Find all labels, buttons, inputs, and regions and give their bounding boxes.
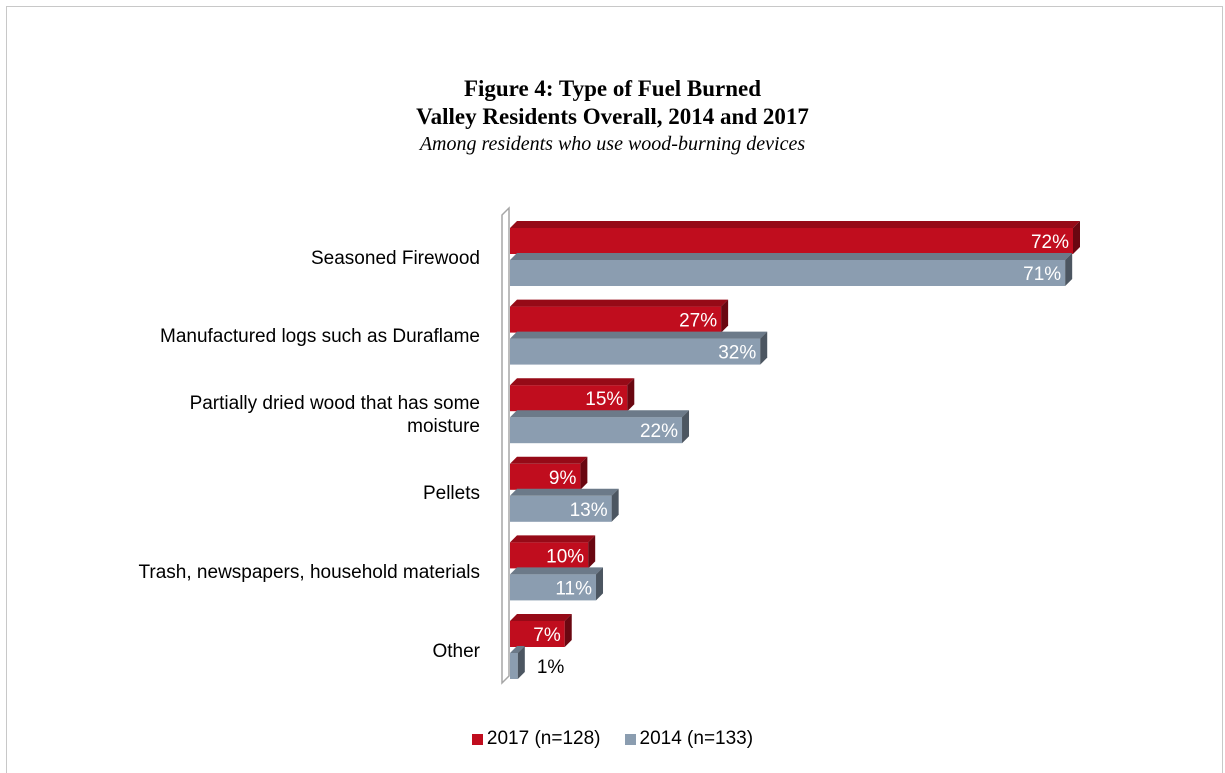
category-label-line: Partially dried wood that has some — [189, 393, 480, 415]
legend-swatch — [624, 733, 636, 745]
bar-1-top — [510, 646, 525, 653]
bar-1-side — [611, 488, 619, 522]
legend-item: 2017 (n=128) — [471, 728, 601, 750]
category-label: Pellets — [10, 482, 480, 505]
bar-0-top — [510, 378, 635, 386]
bar-1-side — [596, 567, 604, 601]
data-label: 71% — [1023, 264, 1061, 285]
bar-0-front — [510, 385, 628, 412]
legend-item: 2014 (n=133) — [624, 728, 754, 750]
category-label: Trash, newspapers, household materials — [10, 561, 480, 584]
legend: 2017 (n=128) 2014 (n=133) — [0, 728, 1225, 750]
bar-0-side — [627, 378, 635, 412]
bar-0-top — [510, 535, 596, 543]
bar-0-side — [1073, 221, 1080, 254]
data-label: 72% — [1031, 232, 1069, 253]
bar-1-side — [1065, 253, 1073, 286]
legend-label: 2014 (n=133) — [639, 728, 754, 749]
bar-1-side — [517, 646, 525, 679]
bar-1-front — [510, 653, 518, 679]
axis-wall — [501, 206, 510, 685]
data-label: 9% — [549, 468, 577, 489]
bar-0-front — [510, 621, 565, 647]
chart-title-line-2: Valley Residents Overall, 2014 and 2017 — [416, 104, 809, 129]
bar-0-front — [510, 228, 1073, 254]
bar-0-top — [510, 614, 572, 621]
category-label-line: Other — [432, 640, 480, 662]
bar-0-front — [510, 306, 722, 333]
category-label-line: moisture — [407, 416, 480, 438]
data-label: 32% — [718, 343, 756, 364]
data-label: 22% — [640, 421, 678, 442]
bar-1-side — [760, 331, 768, 365]
data-label: 15% — [585, 389, 623, 410]
bar-1-top — [510, 410, 690, 418]
bar-1-front — [510, 574, 597, 601]
data-label: 7% — [533, 625, 561, 646]
category-label: Manufactured logs such as Duraflame — [10, 325, 480, 348]
data-label: 10% — [546, 546, 584, 567]
bar-1-front — [510, 260, 1066, 286]
legend-label: 2017 (n=128) — [486, 728, 601, 749]
category-label: Seasoned Firewood — [10, 247, 480, 270]
bar-1-top — [510, 253, 1073, 260]
data-label: 11% — [555, 578, 592, 599]
bar-0-top — [510, 299, 729, 307]
bar-1-top — [510, 567, 604, 575]
category-label: Partially dried wood that has some moistu… — [10, 392, 480, 438]
category-label-line: Pellets — [422, 483, 480, 505]
bar-0-side — [580, 456, 588, 490]
data-label: 13% — [570, 500, 608, 521]
bar-1-side — [682, 410, 690, 444]
bar-0-side — [721, 299, 729, 333]
bar-0-front — [510, 463, 581, 490]
bar-0-front — [510, 542, 589, 569]
legend-swatch — [471, 733, 483, 745]
category-label-line: Manufactured logs such as Duraflame — [160, 326, 480, 348]
category-label: Other — [10, 640, 480, 663]
bar-1-top — [510, 488, 619, 496]
bar-1-front — [510, 417, 683, 444]
bar-1-front — [510, 338, 761, 365]
data-label: 1% — [537, 657, 565, 678]
bar-0-top — [510, 456, 588, 464]
chart-subtitle: Among residents who use wood-burning dev… — [419, 133, 806, 155]
bar-1-top — [510, 331, 768, 339]
bar-0-side — [588, 535, 596, 569]
bar-1-front — [510, 495, 612, 522]
bar-0-top — [510, 221, 1080, 228]
category-label-line: Trash, newspapers, household materials — [138, 561, 480, 583]
data-label: 27% — [679, 311, 717, 332]
bar-0-side — [564, 614, 572, 647]
category-label-line: Seasoned Firewood — [311, 247, 480, 269]
chart-frame — [6, 6, 1223, 773]
chart-title-line-1: Figure 4: Type of Fuel Burned — [463, 76, 762, 101]
